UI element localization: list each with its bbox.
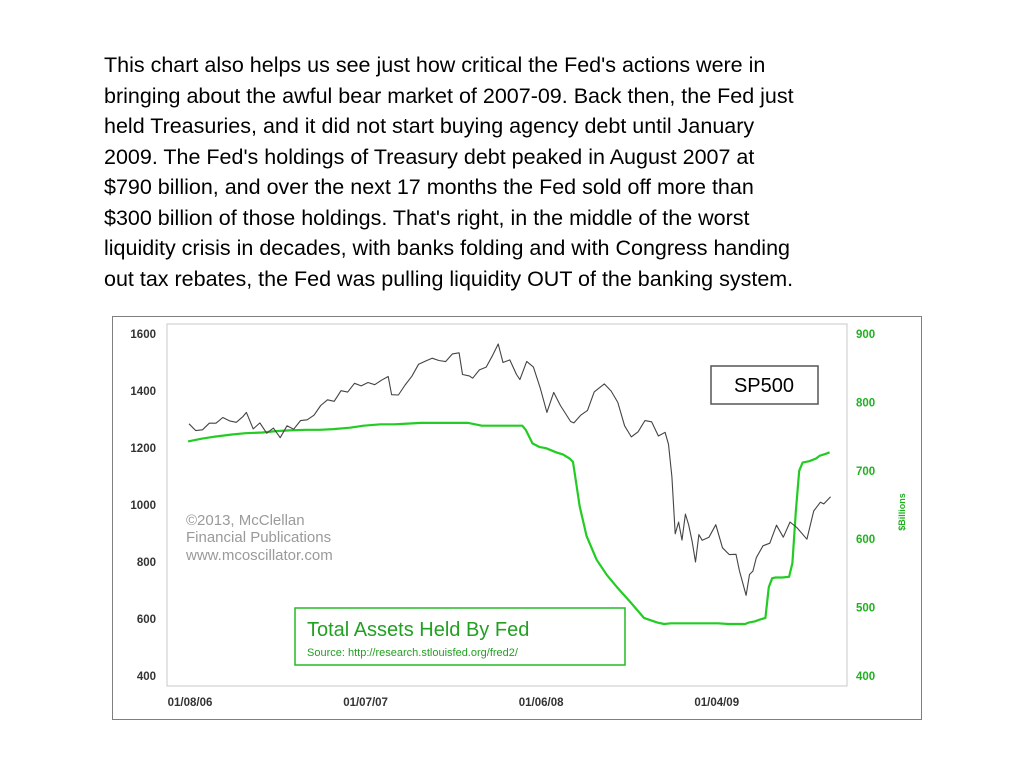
left-tick-label: 600: [137, 614, 156, 626]
right-axis-ticks: 400 500 600 700 800 900: [856, 329, 875, 683]
right-axis-label: $Billions: [897, 493, 907, 531]
plot-area: [166, 323, 848, 687]
left-tick-label: 1200: [130, 443, 156, 455]
right-tick-label: 400: [856, 671, 875, 683]
x-tick-label: 01/04/09: [694, 697, 739, 709]
copyright-line-2: Financial Publications: [186, 529, 331, 546]
right-tick-label: 600: [856, 534, 875, 546]
fed-label-box: Total Assets Held By Fed Source: http://…: [294, 607, 626, 666]
left-tick-label: 1600: [130, 329, 156, 341]
x-axis-ticks: 01/08/06 01/07/07 01/06/08 01/04/09: [168, 697, 739, 709]
copyright-block: ©2013, McClellan Financial Publications …: [185, 512, 333, 564]
sp500-label-box: SP500: [710, 365, 819, 405]
series-line-sp500: [188, 343, 831, 596]
copyright-line-3: www.mcoscillator.com: [185, 547, 333, 564]
series-line-fed-assets: [187, 421, 831, 626]
copyright-line-1: ©2013, McClellan: [186, 512, 305, 529]
x-tick-label: 01/08/06: [168, 697, 213, 709]
x-tick-label: 01/06/08: [519, 697, 564, 709]
right-tick-label: 800: [856, 397, 875, 409]
left-tick-label: 1400: [130, 386, 156, 398]
left-tick-label: 1000: [130, 500, 156, 512]
left-axis-ticks: 400 600 800 1000 1200 1400 1600: [130, 329, 156, 683]
left-tick-label: 800: [137, 557, 156, 569]
left-tick-label: 400: [137, 671, 156, 683]
x-tick-label: 01/07/07: [343, 697, 388, 709]
slide-paragraph: This chart also helps us see just how cr…: [104, 53, 794, 291]
fed-label: Total Assets Held By Fed: [307, 619, 529, 641]
right-tick-label: 900: [856, 329, 875, 341]
right-tick-label: 700: [856, 466, 875, 478]
fed-source: Source: http://research.stlouisfed.org/f…: [307, 647, 519, 659]
sp500-label: SP500: [734, 375, 794, 397]
sp500-fed-assets-chart: 400 600 800 1000 1200 1400 1600 400 500 600 700 80…: [130, 323, 907, 709]
right-tick-label: 500: [856, 603, 875, 615]
